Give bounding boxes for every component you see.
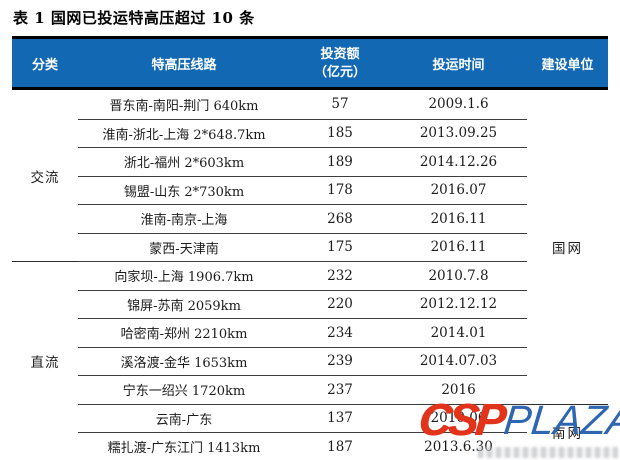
investment-cell: 175 bbox=[290, 232, 390, 262]
date-cell: 2014.12.26 bbox=[390, 147, 527, 176]
date-cell: 2016.07 bbox=[390, 175, 527, 205]
line-cell: 溪洛渡-金华 1653km bbox=[78, 346, 290, 376]
line-cell: 锦屏-苏南 2059km bbox=[78, 289, 290, 319]
investment-cell: 189 bbox=[290, 147, 390, 176]
divider-builder bbox=[527, 403, 608, 405]
line-cell: 宁东一绍兴 1720km bbox=[78, 375, 290, 404]
investment-cell: 185 bbox=[290, 118, 390, 148]
investment-cell: 137 bbox=[290, 403, 390, 433]
line-cell: 糯扎渡-广东江门 1413km bbox=[78, 432, 290, 460]
blurred-fine-print bbox=[478, 447, 618, 458]
header-line: 特高压线路 bbox=[151, 56, 217, 72]
date-cell: 2016 bbox=[390, 375, 527, 404]
header-investment-line1: 投资额 bbox=[320, 46, 360, 62]
date-cell: 2016.11 bbox=[390, 232, 527, 262]
investment-cell: 234 bbox=[290, 318, 390, 347]
header-investment-line2: （亿元） bbox=[313, 64, 366, 79]
investment-cell: 237 bbox=[290, 375, 390, 404]
builder-state-grid: 国网 bbox=[552, 240, 583, 257]
group-label-dc: 直流 bbox=[30, 354, 60, 371]
uhv-lines-table: 分类 特高压线路 投资额 （亿元） 投运时间 建设单位 交流 直流 国网 南网 … bbox=[12, 36, 608, 460]
line-cell: 淮南-南京-上海 bbox=[78, 204, 290, 233]
line-cell: 淮南-浙北-上海 2*648.7km bbox=[78, 118, 290, 148]
line-cell: 哈密南-郑州 2210km bbox=[78, 318, 290, 347]
line-cell: 向家坝-上海 1906.7km bbox=[78, 261, 290, 290]
investment-cell: 268 bbox=[290, 204, 390, 233]
date-cell: 2016.11 bbox=[390, 204, 527, 233]
date-cell: 2014.07.03 bbox=[390, 346, 527, 376]
divider-ac-dc bbox=[12, 261, 78, 262]
investment-cell: 187 bbox=[290, 432, 390, 460]
date-cell: 2009.1.6 bbox=[428, 96, 489, 113]
line-cell: 云南-广东 bbox=[78, 403, 290, 433]
date-cell: 2010.7.8 bbox=[390, 261, 527, 290]
builder-south-grid: 南网 bbox=[552, 426, 583, 442]
group-label-ac: 交流 bbox=[30, 169, 60, 186]
line-cell: 锡盟-山东 2*730km bbox=[78, 175, 290, 205]
table-header-row: 分类 特高压线路 投资额 （亿元） 投运时间 建设单位 bbox=[12, 36, 608, 90]
line-cell: 浙北-福州 2*603km bbox=[78, 147, 290, 176]
table-body: 交流 直流 国网 南网 晋东南-南阳-荆门 640km 57 2009.1.6 … bbox=[12, 90, 608, 460]
date-cell: 2014.01 bbox=[390, 318, 527, 347]
header-investment: 投资额 （亿元） bbox=[290, 45, 390, 80]
line-cell: 晋东南-南阳-荆门 640km bbox=[109, 98, 259, 114]
header-category: 分类 bbox=[31, 56, 58, 72]
date-cell: 2013.09.25 bbox=[390, 118, 527, 148]
line-cell: 蒙西-天津南 bbox=[78, 232, 290, 262]
investment-cell: 232 bbox=[290, 261, 390, 290]
investment-cell: 239 bbox=[290, 346, 390, 376]
investment-cell: 57 bbox=[331, 96, 349, 113]
date-cell: 2013.6.30 bbox=[390, 432, 527, 460]
table-title: 表 1 国网已投运特高压超过 10 条 bbox=[13, 9, 255, 27]
header-builder: 建设单位 bbox=[541, 56, 594, 72]
investment-cell: 178 bbox=[290, 175, 390, 205]
investment-cell: 220 bbox=[290, 289, 390, 319]
date-cell: 2010.06 bbox=[390, 403, 527, 433]
date-cell: 2012.12.12 bbox=[390, 289, 527, 319]
header-date: 投运时间 bbox=[432, 56, 485, 72]
